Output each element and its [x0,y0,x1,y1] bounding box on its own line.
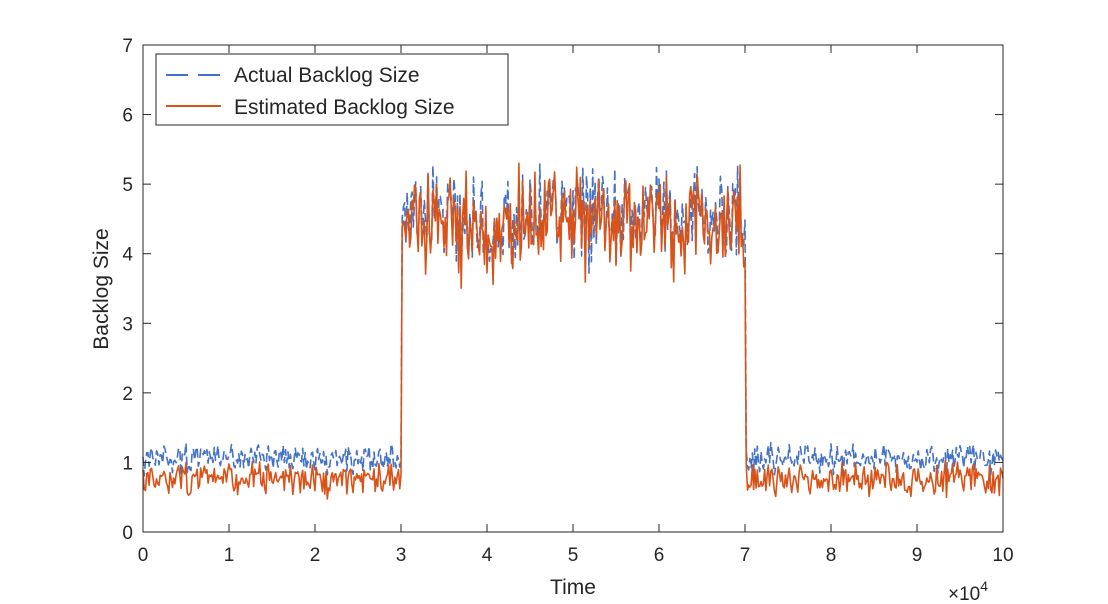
x-tick-label: 0 [138,545,149,566]
x-tick-label: 6 [654,545,665,566]
x-tick-label: 3 [396,545,407,566]
series-layer [142,162,1004,500]
y-tick-label: 0 [122,523,133,544]
series-estimated-backlog [142,162,1004,500]
y-axis-label: Backlog Size [90,228,113,349]
y-tick-label: 3 [122,314,133,335]
x-tick-label: 8 [826,545,837,566]
x-axis-multiplier-base: ×10 [948,584,980,604]
legend-label-estimated: Estimated Backlog Size [234,96,455,119]
y-tick-label: 1 [122,453,133,474]
y-axis-ticks: 0 1 2 3 4 5 6 7 [122,36,1003,544]
legend-label-actual: Actual Backlog Size [234,64,420,87]
x-tick-label: 9 [912,545,923,566]
x-tick-label: 1 [224,545,235,566]
x-tick-label: 4 [482,545,493,566]
y-tick-label: 7 [122,36,133,57]
y-tick-label: 2 [122,384,133,405]
series-actual-backlog [142,163,1004,477]
y-tick-label: 4 [122,245,133,266]
x-axis-multiplier: ×104 [948,578,988,604]
x-tick-label: 7 [740,545,751,566]
x-axis-label: Time [550,576,596,599]
x-axis-ticks: 0 1 2 3 4 5 6 7 8 9 10 [138,45,1014,566]
y-tick-label: 5 [122,175,133,196]
legend: Actual Backlog Size Estimated Backlog Si… [155,53,509,126]
legend-box [155,53,509,126]
x-axis-multiplier-exponent: 4 [980,578,988,594]
x-tick-label: 2 [310,545,321,566]
y-tick-label: 6 [122,106,133,127]
x-tick-label: 5 [568,545,579,566]
x-tick-label: 10 [992,545,1013,566]
